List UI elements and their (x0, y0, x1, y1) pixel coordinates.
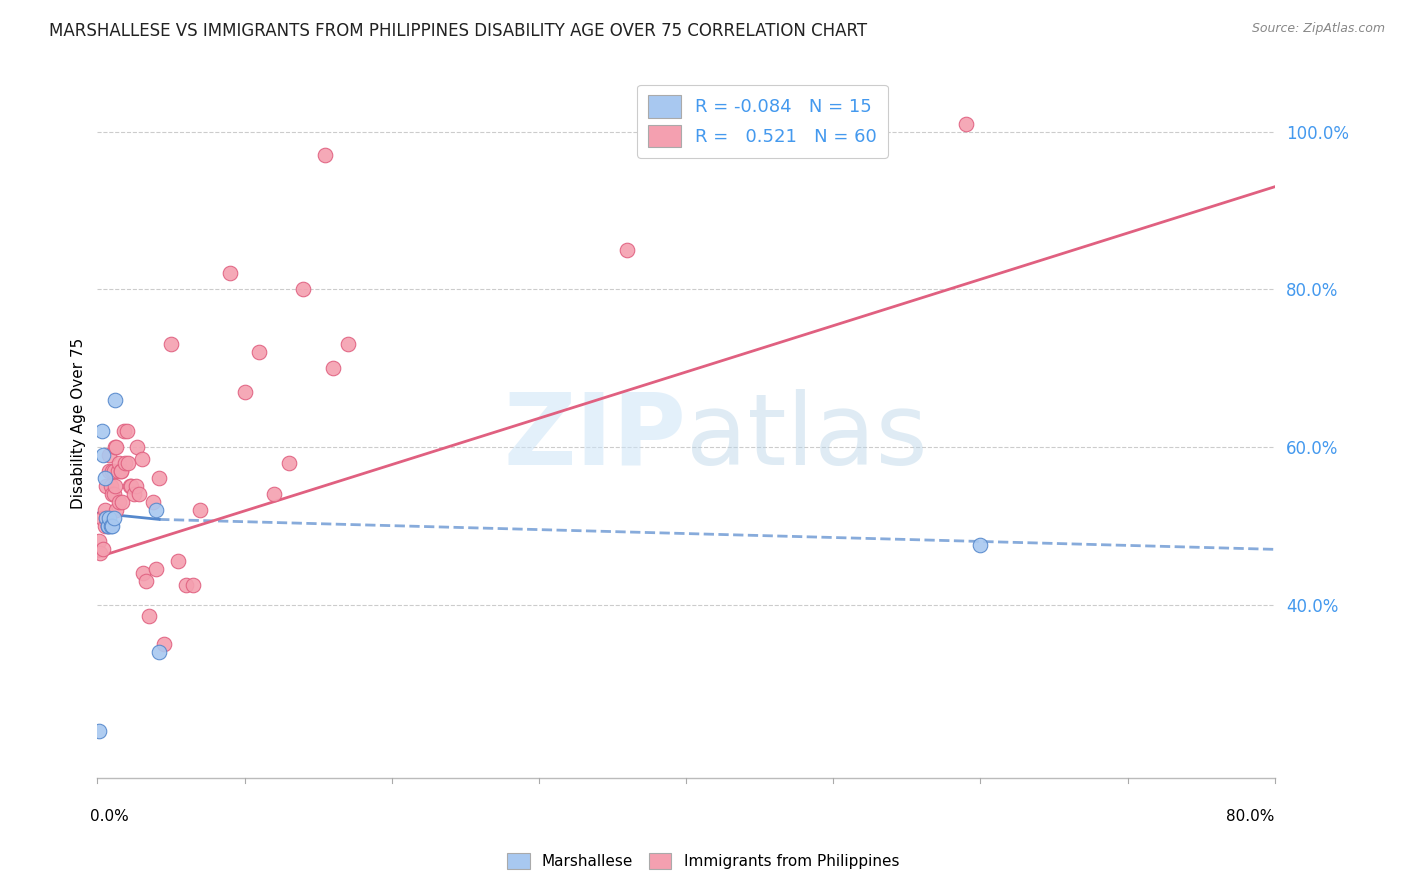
Point (174, 578, 197, 592)
Text: Source: ZipAtlas.com: Source: ZipAtlas.com (1251, 22, 1385, 36)
Point (104, 392, 127, 407)
Point (103, 464, 125, 478)
Point (91, 448, 114, 462)
Point (107, 464, 129, 478)
Point (263, 487, 285, 501)
Point (110, 464, 132, 478)
Text: atlas: atlas (686, 389, 928, 486)
Point (105, 440, 128, 454)
Point (120, 479, 142, 493)
Point (100, 479, 122, 493)
Point (90, 424, 112, 438)
Point (132, 566, 155, 580)
Point (138, 609, 160, 624)
Point (110, 464, 132, 478)
Text: ZIP: ZIP (503, 389, 686, 486)
Point (96, 511, 118, 525)
Point (233, 384, 256, 399)
Point (190, 503, 212, 517)
Legend: Marshallese, Immigrants from Philippines: Marshallese, Immigrants from Philippines (501, 847, 905, 875)
Point (167, 554, 190, 568)
Point (118, 479, 141, 493)
Y-axis label: Disability Age Over 75: Disability Age Over 75 (72, 337, 86, 508)
Point (128, 487, 150, 501)
Point (111, 495, 134, 509)
Point (98, 511, 121, 525)
Point (98, 464, 121, 478)
Point (101, 487, 124, 501)
Point (96, 479, 118, 493)
Point (314, 148, 336, 162)
Point (97, 518, 120, 533)
Point (104, 440, 127, 454)
Point (148, 645, 170, 659)
Point (108, 495, 131, 509)
Point (87, 534, 110, 549)
Point (93, 518, 115, 533)
Point (98, 448, 121, 462)
Point (142, 495, 165, 509)
Point (93, 503, 115, 517)
Point (148, 471, 170, 485)
Point (112, 424, 135, 438)
Point (100, 518, 122, 533)
Legend: R = -0.084   N = 15, R =   0.521   N = 60: R = -0.084 N = 15, R = 0.521 N = 60 (637, 85, 887, 158)
Point (108, 456, 131, 470)
Point (969, 538, 991, 552)
Point (115, 424, 138, 438)
Point (96, 511, 118, 525)
Point (145, 562, 167, 576)
Point (955, 117, 977, 131)
Point (101, 464, 124, 478)
Point (616, 243, 638, 257)
Point (152, 637, 174, 651)
Point (89, 546, 111, 560)
Point (277, 456, 299, 470)
Point (145, 503, 167, 517)
Point (103, 511, 125, 525)
Point (181, 578, 204, 592)
Point (101, 518, 124, 533)
Point (122, 487, 145, 501)
Point (90, 511, 112, 525)
Point (292, 282, 315, 296)
Point (218, 267, 240, 281)
Text: 80.0%: 80.0% (1226, 809, 1275, 824)
Point (117, 456, 139, 470)
Point (91, 542, 114, 557)
Point (104, 479, 127, 493)
Text: 0.0%: 0.0% (90, 809, 129, 824)
Point (103, 487, 125, 501)
Text: MARSHALLESE VS IMMIGRANTS FROM PHILIPPINES DISABILITY AGE OVER 75 CORRELATION CH: MARSHALLESE VS IMMIGRANTS FROM PHILIPPIN… (49, 22, 868, 40)
Point (114, 456, 136, 470)
Point (322, 361, 344, 376)
Point (97, 518, 120, 533)
Point (93, 471, 115, 485)
Point (247, 345, 270, 359)
Point (135, 574, 157, 588)
Point (131, 451, 153, 466)
Point (105, 503, 128, 517)
Point (336, 337, 359, 351)
Point (97, 518, 120, 533)
Point (127, 440, 149, 454)
Point (124, 479, 146, 493)
Point (160, 337, 183, 351)
Point (87, 723, 110, 738)
